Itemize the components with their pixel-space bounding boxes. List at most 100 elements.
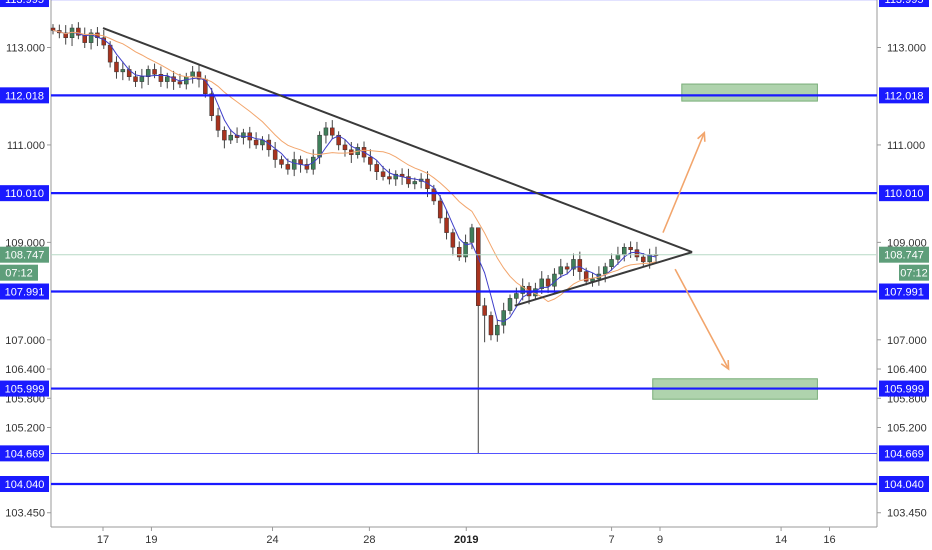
candle-body [323,127,329,136]
level-label-box-right [879,283,929,300]
candle-body [190,71,195,77]
candle-body [374,164,379,172]
x-tick-label: 28 [363,534,375,546]
y-tick-label-right: 103.450 [887,508,927,520]
candle-body [145,69,151,77]
candle-body [215,115,221,131]
candle-body [615,254,621,260]
x-tick-label: 2019 [454,534,478,546]
left-price-axis: 113.000111.000109.000107.000106.400105.8… [5,43,51,520]
descending-resistance-trendline [102,27,693,254]
bearish-projection-arrowhead [720,360,730,371]
level-label-left: 104.040 [5,479,45,491]
candle-body [88,32,94,43]
y-tick-label-right: 105.200 [887,422,927,434]
y-tick-label-left: 103.450 [5,508,45,520]
level-label-box-right [879,185,929,202]
candle-body [406,176,411,185]
candle-body [482,305,487,316]
candle-body [342,144,348,151]
current-price-box-left [0,246,49,263]
candle-body [50,27,56,31]
candle-body [463,242,468,258]
candle-body [539,278,544,289]
candle-body [564,266,570,270]
y-tick-label-right: 106.400 [887,364,927,376]
candle-body [450,232,456,248]
level-label-right: 110.010 [885,188,924,200]
level-label-right: 105.999 [884,384,924,396]
candle-body [368,156,373,165]
level-labels: 113.995 113.995 112.018 112.018 110.010 110.0… [0,0,929,492]
candle-body [558,266,564,275]
candle-body [488,315,494,336]
level-label-right: 113.995 [885,0,924,6]
candle-body [114,61,119,73]
timer-label-right: 07:12 [900,268,928,280]
y-tick-label-left: 109.000 [5,237,45,249]
y-tick-label-right: 111.000 [887,140,925,152]
y-tick-label-left: 111.000 [7,140,45,152]
candle-body [241,132,246,138]
bearish-projection-arrow [674,268,730,370]
candle-body [152,69,157,75]
level-label-left: 107.991 [5,287,45,299]
candle-body [177,81,183,85]
level-label-left: 110.010 [5,188,44,200]
y-tick-label-right: 113.000 [887,43,926,55]
ma-fast-line [52,29,657,323]
ma-slow-line [52,29,657,303]
candle-body [285,164,291,170]
y-tick-label-right: 107.000 [887,335,927,347]
candle-body [501,310,506,326]
candle-body [444,217,449,233]
time-axis: 17 19 24 28 2019 7 9 14 16 [97,527,836,546]
current-price-label-left: 108.747 [5,250,45,262]
candle-body [196,71,202,80]
drawing-overlays [51,0,877,486]
candle-body [76,27,81,36]
candle-body [602,266,608,275]
candle-body [412,181,418,185]
candle-body [622,246,627,255]
level-label-right: 104.669 [884,448,924,460]
candle-body [520,285,525,294]
current-price-label-right: 108.747 [884,250,924,262]
level-label-box-right [879,380,929,397]
candle-body [634,249,640,258]
level-label-left: 104.669 [5,448,45,460]
bullish-projection-arrow [662,132,706,233]
candle-body [393,173,399,180]
ascending-support-trendline [514,251,693,307]
timer-box-right [899,264,929,281]
y-tick-label-left: 107.000 [5,335,45,347]
x-tick-label: 24 [266,534,278,546]
level-label-left: 112.018 [5,90,44,102]
x-tick-label: 17 [97,534,109,546]
candle-body [545,278,551,287]
y-tick-label-left: 106.400 [5,364,45,376]
x-tick-label: 14 [775,534,787,546]
candle-body [507,298,513,311]
level-label-box-right [879,445,929,462]
y-tick-label-left: 113.000 [6,43,45,55]
level-label-left: 105.999 [5,384,45,396]
candle-body [514,293,519,299]
level-label-right: 104.040 [884,479,924,491]
candle-body [209,93,214,116]
candle-body [380,171,386,177]
candle-body [158,74,164,82]
candle-body [63,32,68,39]
level-label-box-right [879,476,929,492]
candle-body [330,127,335,136]
bullish-projection-arrowhead [697,131,706,142]
level-label-box-left [0,283,49,300]
candle-body [228,134,233,141]
y-tick-label-left: 105.200 [5,422,45,434]
x-tick-label: 9 [657,534,663,546]
candle-body [272,149,278,160]
candle-body [139,76,145,82]
candle-body [609,259,614,267]
candle-body [456,246,462,258]
